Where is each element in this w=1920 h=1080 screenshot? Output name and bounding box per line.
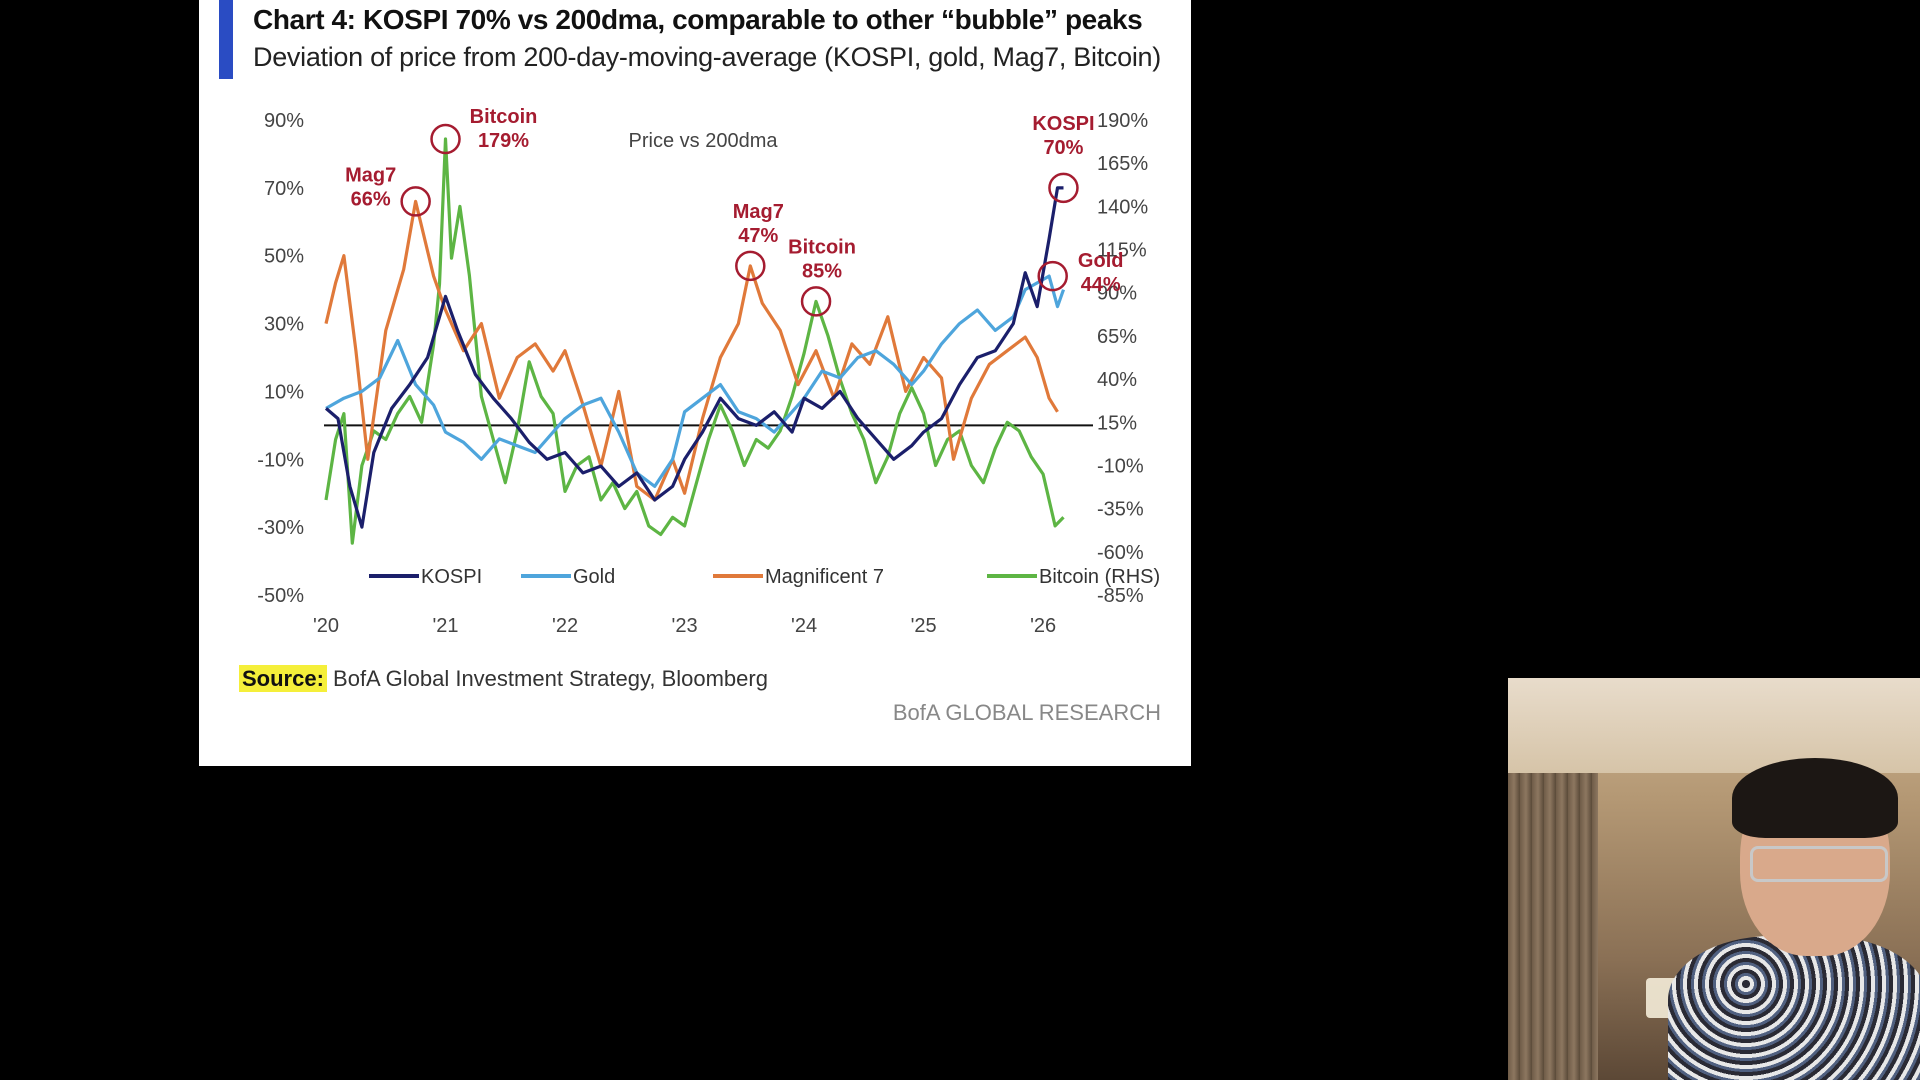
y-left-tick-label: 10% xyxy=(264,381,304,403)
series-line-gold xyxy=(325,274,1066,488)
x-tick-label: '24 xyxy=(791,615,817,637)
annotation-label: Mag7 xyxy=(733,201,784,223)
annotation-value: 66% xyxy=(351,188,391,210)
series-line-kospi xyxy=(324,186,1064,529)
annotation-label: KOSPI xyxy=(1032,113,1094,135)
footer-brand: BofA GLOBAL RESEARCH xyxy=(892,700,1161,725)
annotation-label: Bitcoin xyxy=(470,106,538,128)
legend-label: Gold xyxy=(573,566,615,588)
source-line: Source: BofA Global Investment Strategy,… xyxy=(239,665,768,692)
x-tick-label: '20 xyxy=(313,615,339,637)
webcam-presenter-body xyxy=(1668,936,1920,1080)
x-tick-label: '26 xyxy=(1030,615,1056,637)
annotation-circle xyxy=(800,286,832,317)
line-chart: 90% 70% 50% 30% 10% -10% -30% -50% 190% 165% 140% 1… xyxy=(257,106,1160,637)
y-right-tick-label: 15% xyxy=(1097,412,1137,434)
annotation-circle xyxy=(1048,172,1079,204)
y-left-tick-label: 50% xyxy=(264,246,304,268)
y-right-tick-label: 140% xyxy=(1097,196,1148,218)
y-right-tick-label: -10% xyxy=(1097,455,1144,477)
chart-series xyxy=(324,137,1066,545)
y-right-tick-label: -85% xyxy=(1097,585,1144,607)
annotation-circle xyxy=(430,123,461,155)
chart-axes: 90% 70% 50% 30% 10% -10% -30% -50% 190% 165% 140% 1… xyxy=(257,110,1148,637)
series-line-magnificent-7 xyxy=(324,199,1059,502)
y-left-tick-label: -30% xyxy=(257,517,304,539)
y-left-tick-label: -50% xyxy=(257,585,304,607)
y-right-tick-label: 165% xyxy=(1097,153,1148,175)
chart-annotations: Mag766%Bitcoin179%Mag747%Bitcoin85%KOSPI… xyxy=(345,106,1124,317)
webcam-curtain xyxy=(1508,773,1598,1080)
annotation-label: Bitcoin xyxy=(788,236,856,258)
y-right-tick-label: 65% xyxy=(1097,326,1137,348)
chart-title: Chart 4: KOSPI 70% vs 200dma, comparable… xyxy=(253,4,1143,35)
y-left-tick-label: 70% xyxy=(264,178,304,200)
series-line-bitcoin-rhs- xyxy=(324,137,1065,545)
chart-legend: KOSPI Gold Magnificent 7 Bitcoin (RHS) xyxy=(369,566,1160,588)
source-text: BofA Global Investment Strategy, Bloombe… xyxy=(326,666,768,691)
y-right-tick-label: -35% xyxy=(1097,499,1144,521)
y-right-tick-label: 40% xyxy=(1097,369,1137,391)
legend-label: Bitcoin (RHS) xyxy=(1039,566,1160,588)
webcam-ceiling xyxy=(1508,678,1920,773)
annotation-label: Gold xyxy=(1078,250,1124,272)
x-tick-label: '21 xyxy=(432,615,458,637)
annotation-value: 85% xyxy=(802,260,842,282)
title-accent-bar xyxy=(219,0,233,79)
webcam-presenter-glasses xyxy=(1750,846,1888,882)
x-tick-label: '22 xyxy=(552,615,578,637)
source-label: Source: xyxy=(239,665,327,692)
annotation-label: Mag7 xyxy=(345,164,396,186)
chart-slide: Chart 4: KOSPI 70% vs 200dma, comparable… xyxy=(199,0,1191,766)
y-right-tick-label: -60% xyxy=(1097,542,1144,564)
legend-label: KOSPI xyxy=(421,566,482,588)
y-right-tick-label: 190% xyxy=(1097,110,1148,132)
y-left-tick-label: -10% xyxy=(257,449,304,471)
y-left-tick-label: 90% xyxy=(264,110,304,132)
legend-label: Magnificent 7 xyxy=(765,566,884,588)
inner-chart-label: Price vs 200dma xyxy=(629,130,779,152)
annotation-value: 47% xyxy=(738,225,778,247)
y-right-tick-label: 90% xyxy=(1097,283,1137,305)
x-tick-label: '25 xyxy=(911,615,937,637)
annotation-circle xyxy=(735,250,766,282)
chart-subtitle: Deviation of price from 200-day-moving-a… xyxy=(253,42,1161,72)
annotation-value: 44% xyxy=(1081,274,1121,296)
annotation-circle xyxy=(400,186,431,217)
y-right-tick-label: 115% xyxy=(1097,240,1147,262)
webcam-presenter-hair xyxy=(1732,758,1898,838)
annotation-value: 179% xyxy=(478,130,529,152)
webcam-video-overlay xyxy=(1508,678,1920,1080)
annotation-value: 70% xyxy=(1043,137,1083,159)
annotation-circle xyxy=(1037,260,1068,292)
x-tick-label: '23 xyxy=(672,615,698,637)
y-left-tick-label: 30% xyxy=(264,314,304,336)
